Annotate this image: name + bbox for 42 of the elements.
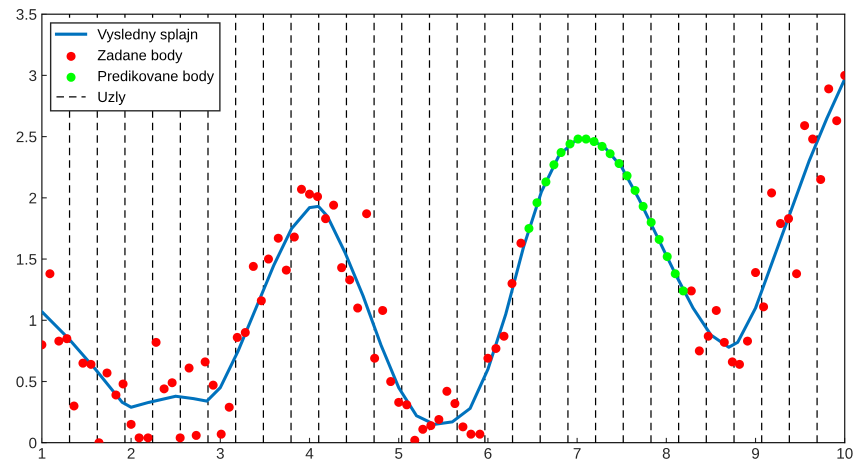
y-tick-label: 2	[29, 192, 36, 204]
point	[638, 202, 648, 211]
point	[565, 139, 574, 148]
x-tick-label: 6	[484, 448, 492, 459]
point	[590, 137, 599, 146]
point	[556, 148, 566, 158]
x-tick-label: 8	[662, 448, 670, 459]
y-tick-label: 3	[29, 70, 36, 82]
point	[630, 186, 640, 195]
x-tick-label: 3	[216, 448, 224, 459]
x-tick-label: 10	[837, 448, 853, 459]
y-tick-label: 0.5	[16, 376, 36, 388]
ref-line-label: Uzly	[98, 91, 126, 105]
x-tick-label: 2	[128, 448, 135, 459]
legend-label: Vysledny splajn	[97, 28, 198, 42]
point	[582, 134, 591, 144]
y-tick-label: 2.5	[16, 131, 36, 142]
point	[662, 252, 672, 262]
legend-label: Zadane body	[98, 50, 182, 64]
point	[598, 142, 607, 151]
point	[654, 234, 664, 244]
x-tick-label: 9	[752, 448, 760, 459]
point	[614, 159, 624, 168]
y-tick-label: 0	[29, 438, 36, 448]
x-tick-label: 5	[395, 448, 402, 459]
point	[524, 224, 534, 233]
point	[549, 160, 558, 170]
point	[670, 269, 680, 278]
y-tick-label: 3.5	[16, 9, 36, 20]
y-tick-label: 1	[30, 315, 36, 326]
x-tick-label: 1	[38, 448, 46, 459]
point	[622, 171, 632, 180]
point	[646, 218, 656, 227]
legend-label: Predikovane body	[98, 70, 214, 84]
point	[532, 198, 542, 208]
x-tick-label: 7	[574, 448, 581, 459]
point	[541, 177, 550, 186]
point	[574, 134, 583, 144]
point	[678, 286, 688, 296]
point	[606, 149, 615, 158]
x-tick-label: 4	[306, 448, 314, 459]
y-tick-label: 1.5	[16, 254, 36, 265]
